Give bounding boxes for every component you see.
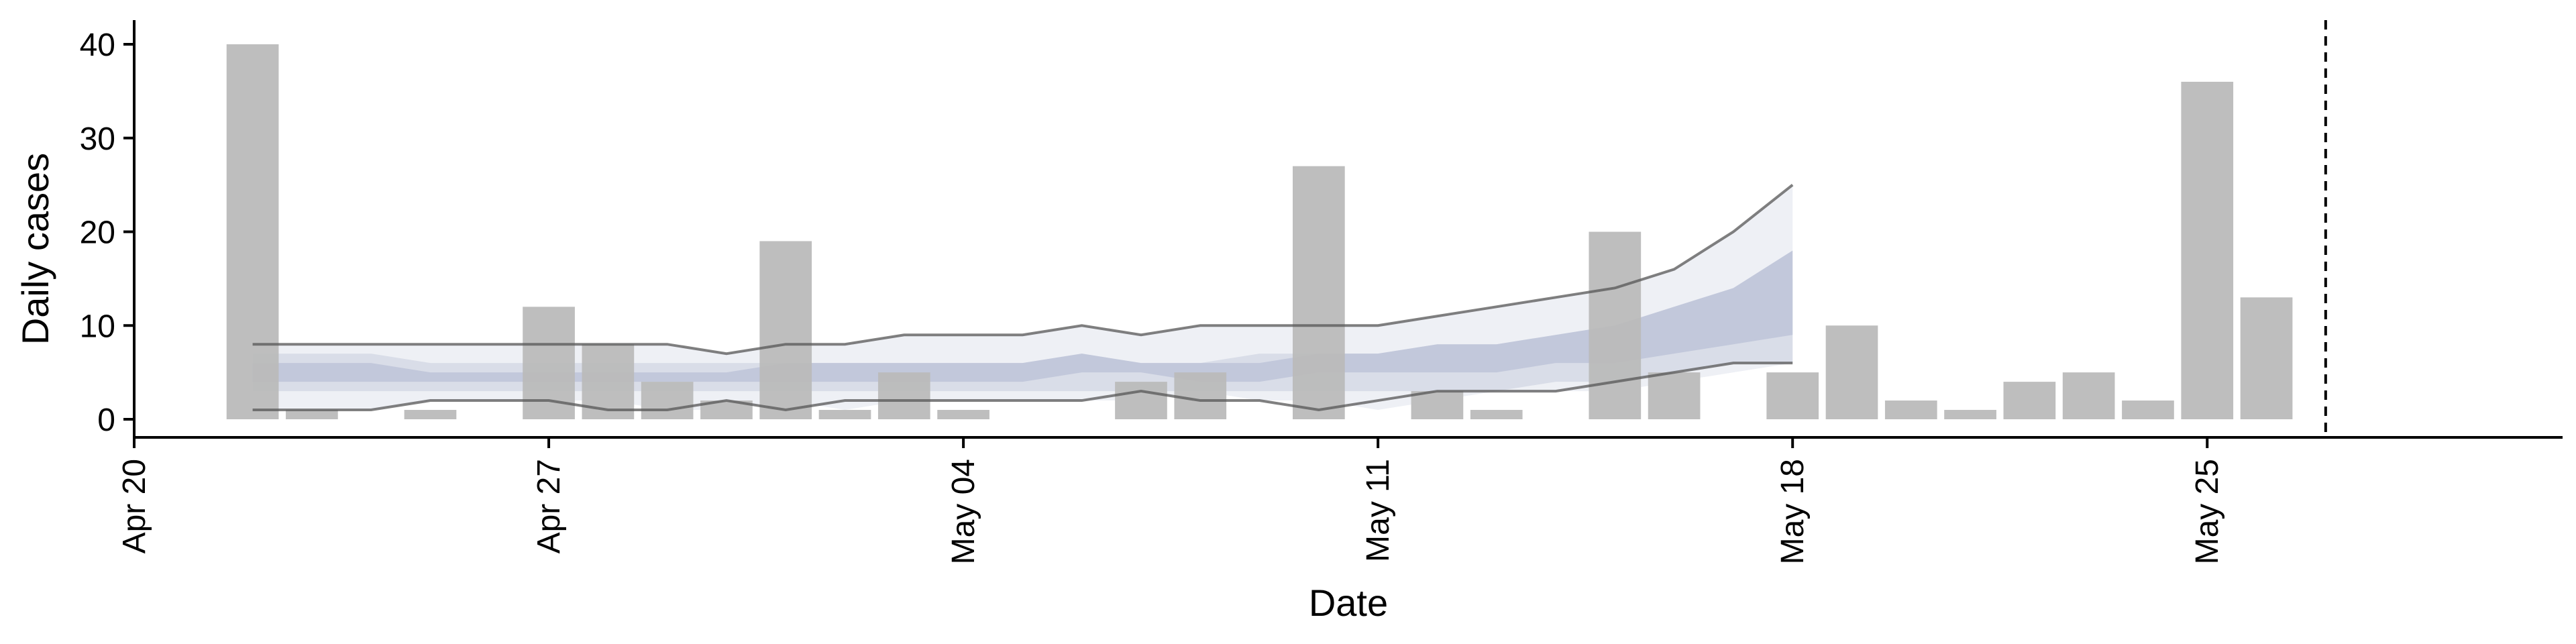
x-ticks: Apr 20 Apr 27 May 04 May 11 May 18 May 25 — [117, 437, 2225, 564]
y-tick-label: 10 — [80, 309, 115, 344]
x-tick-label: May 04 — [946, 459, 981, 564]
x-tick-label: Apr 27 — [531, 459, 567, 553]
bar — [1115, 382, 1167, 419]
interval-lines — [252, 184, 1794, 412]
bar — [2181, 81, 2234, 420]
axes — [133, 20, 2563, 439]
bar — [226, 44, 279, 419]
bar — [1293, 166, 1345, 420]
y-tick-label: 20 — [80, 215, 115, 251]
bar — [404, 410, 457, 419]
bar — [818, 410, 871, 419]
bar — [2062, 372, 2115, 419]
bar — [1944, 410, 1996, 419]
x-tick-label: May 18 — [1775, 459, 1811, 564]
bar — [1174, 372, 1227, 419]
x-tick-label: Apr 20 — [117, 459, 152, 553]
bar — [1648, 372, 1701, 419]
x-axis-title: Date — [1309, 582, 1388, 624]
bar — [2240, 297, 2293, 419]
bar — [641, 382, 694, 419]
bar — [877, 372, 930, 419]
bar — [759, 241, 812, 419]
bar — [1589, 231, 1642, 419]
x-tick-label: May 11 — [1360, 459, 1396, 562]
lower-interval-line — [252, 362, 1793, 412]
bar — [1411, 391, 1464, 419]
bars — [226, 44, 2293, 420]
bar — [1825, 325, 1878, 419]
bar — [937, 410, 989, 419]
upper-interval-line — [252, 184, 1794, 356]
bar — [1884, 400, 1937, 419]
y-tick-label: 0 — [97, 402, 115, 438]
bar — [2122, 400, 2174, 419]
bar — [286, 410, 338, 419]
y-tick-label: 40 — [80, 28, 115, 63]
y-axis-title: Daily cases — [14, 153, 56, 345]
uncertainty-bands — [252, 184, 1793, 411]
y-tick-label: 30 — [80, 121, 115, 157]
bar — [1470, 410, 1523, 419]
y-ticks: 0 10 20 30 40 — [80, 28, 134, 438]
x-tick-label: May 25 — [2190, 459, 2225, 564]
bar — [2003, 382, 2056, 419]
bar — [1766, 372, 1819, 419]
